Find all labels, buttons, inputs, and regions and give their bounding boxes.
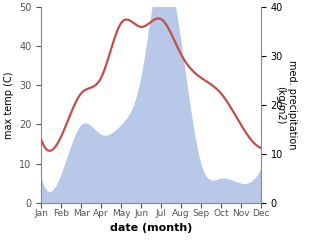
Y-axis label: max temp (C): max temp (C) xyxy=(4,71,14,139)
X-axis label: date (month): date (month) xyxy=(110,223,192,233)
Y-axis label: med. precipitation
(kg/m2): med. precipitation (kg/m2) xyxy=(275,60,297,150)
